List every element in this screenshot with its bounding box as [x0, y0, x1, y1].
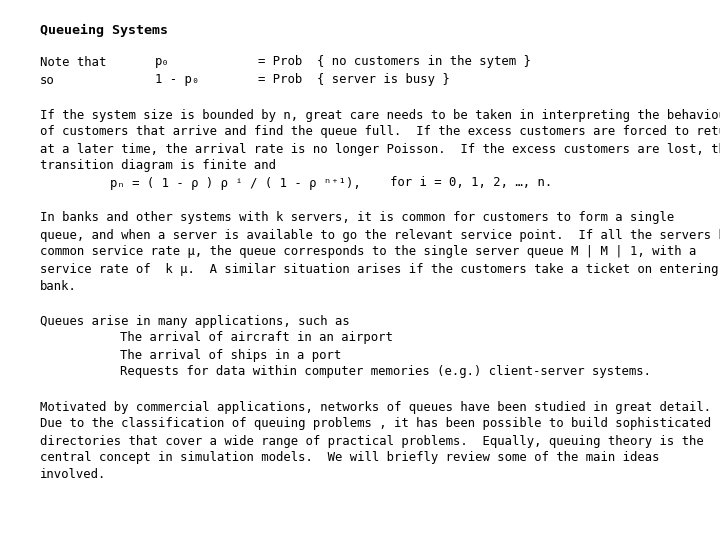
- Text: = Prob  { server is busy }: = Prob { server is busy }: [258, 73, 450, 86]
- Text: involved.: involved.: [40, 469, 107, 482]
- Text: so: so: [40, 73, 55, 86]
- Text: Due to the classification of queuing problems , it has been possible to build so: Due to the classification of queuing pro…: [40, 417, 711, 430]
- Text: pₙ = ( 1 - ρ ) ρ ⁱ / ( 1 - ρ ⁿ⁺¹),: pₙ = ( 1 - ρ ) ρ ⁱ / ( 1 - ρ ⁿ⁺¹),: [110, 177, 361, 190]
- Text: Note that: Note that: [40, 56, 107, 69]
- Text: Queueing Systems: Queueing Systems: [40, 23, 168, 37]
- Text: bank.: bank.: [40, 280, 77, 293]
- Text: If the system size is bounded by n, great care needs to be taken in interpreting: If the system size is bounded by n, grea…: [40, 109, 720, 122]
- Text: common service rate μ, the queue corresponds to the single server queue M | M | : common service rate μ, the queue corresp…: [40, 246, 696, 259]
- Text: central concept in simulation models.  We will briefly review some of the main i: central concept in simulation models. We…: [40, 451, 660, 464]
- Text: 1 - p₀: 1 - p₀: [155, 73, 199, 86]
- Text: In banks and other systems with k servers, it is common for customers to form a : In banks and other systems with k server…: [40, 212, 674, 225]
- Text: directories that cover a wide range of practical problems.  Equally, queuing the: directories that cover a wide range of p…: [40, 435, 703, 448]
- Text: The arrival of aircraft in an airport: The arrival of aircraft in an airport: [120, 332, 393, 345]
- Text: Queues arise in many applications, such as: Queues arise in many applications, such …: [40, 314, 350, 327]
- Text: service rate of  k μ.  A similar situation arises if the customers take a ticket: service rate of k μ. A similar situation…: [40, 262, 720, 275]
- Text: = Prob  { no customers in the sytem }: = Prob { no customers in the sytem }: [258, 56, 531, 69]
- Text: transition diagram is finite and: transition diagram is finite and: [40, 159, 276, 172]
- Text: p₀: p₀: [155, 56, 170, 69]
- Text: queue, and when a server is available to go the relevant service point.  If all : queue, and when a server is available to…: [40, 228, 720, 241]
- Text: at a later time, the arrival rate is no longer Poisson.  If the excess customers: at a later time, the arrival rate is no …: [40, 143, 720, 156]
- Text: Requests for data within computer memories (e.g.) client-server systems.: Requests for data within computer memori…: [120, 366, 651, 379]
- Text: Motivated by commercial applications, networks of queues have been studied in gr: Motivated by commercial applications, ne…: [40, 401, 711, 414]
- Text: The arrival of ships in a port: The arrival of ships in a port: [120, 348, 341, 361]
- Text: of customers that arrive and find the queue full.  If the excess customers are f: of customers that arrive and find the qu…: [40, 125, 720, 138]
- Text: for i = 0, 1, 2, …, n.: for i = 0, 1, 2, …, n.: [390, 177, 552, 190]
